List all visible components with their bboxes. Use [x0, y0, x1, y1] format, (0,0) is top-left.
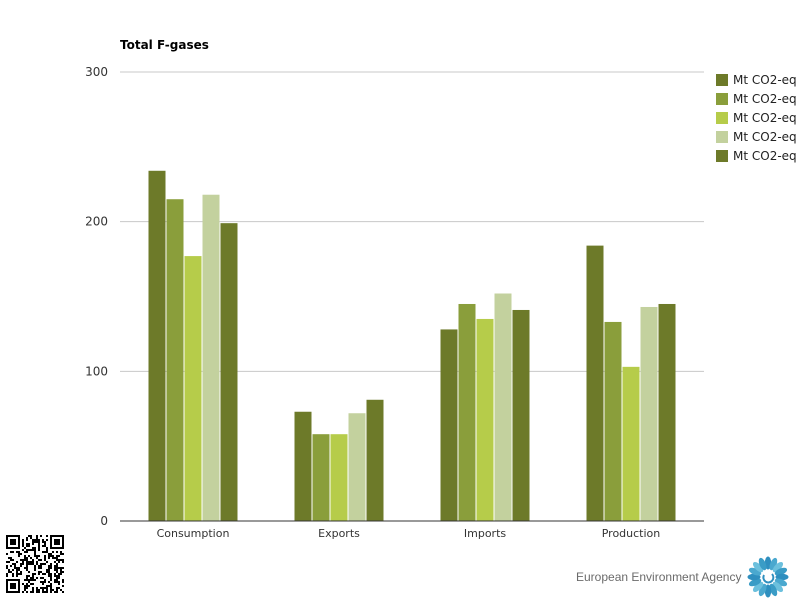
qr-code-icon [6, 535, 64, 593]
y-tick-label: 300 [85, 65, 108, 79]
bar [586, 245, 604, 521]
x-tick-label: Imports [464, 527, 507, 540]
eea-logo-icon [747, 556, 789, 598]
legend-swatch [716, 73, 728, 86]
y-tick-label: 100 [85, 364, 108, 378]
bar [366, 399, 384, 521]
legend-swatch [716, 111, 728, 124]
legend-item: Mt CO2-eq [716, 127, 797, 146]
legend-label: Mt CO2-eq [733, 129, 797, 144]
bar [184, 256, 202, 521]
legend-item: Mt CO2-eq [716, 89, 797, 108]
legend-label: Mt CO2-eq [733, 110, 797, 125]
x-tick-label: Consumption [157, 527, 230, 540]
bar [312, 434, 330, 521]
chart-title: Total F-gases [120, 38, 209, 52]
legend-swatch [716, 149, 728, 162]
bar [348, 413, 366, 521]
legend-label: Mt CO2-eq [733, 148, 797, 163]
bar [494, 293, 512, 521]
y-tick-label: 200 [85, 215, 108, 229]
chart-legend: Mt CO2-eq Mt CO2-eq Mt CO2-eq Mt CO2-eq Mt C… [716, 70, 797, 165]
bar [604, 321, 622, 521]
bar [640, 306, 658, 521]
bar [458, 303, 476, 521]
legend-label: Mt CO2-eq [733, 72, 797, 87]
bar [476, 318, 494, 521]
bar [202, 194, 220, 521]
legend-item: Mt CO2-eq [716, 146, 797, 165]
y-tick-label: 0 [100, 514, 108, 528]
legend-item: Mt CO2-eq [716, 108, 797, 127]
agency-name: European Environment Agency [576, 570, 742, 584]
x-tick-label: Production [602, 527, 661, 540]
bar [294, 411, 312, 521]
legend-label: Mt CO2-eq [733, 91, 797, 106]
x-tick-label: Exports [318, 527, 360, 540]
bar [220, 223, 238, 521]
bar [658, 303, 676, 521]
bar [148, 170, 166, 521]
bar [166, 199, 184, 521]
legend-swatch [716, 130, 728, 143]
eea-logo: European Environment Agency [576, 556, 789, 598]
bar [330, 434, 348, 521]
bar [440, 329, 458, 521]
legend-item: Mt CO2-eq [716, 70, 797, 89]
bar [622, 366, 640, 521]
bar [512, 309, 530, 521]
legend-swatch [716, 92, 728, 105]
